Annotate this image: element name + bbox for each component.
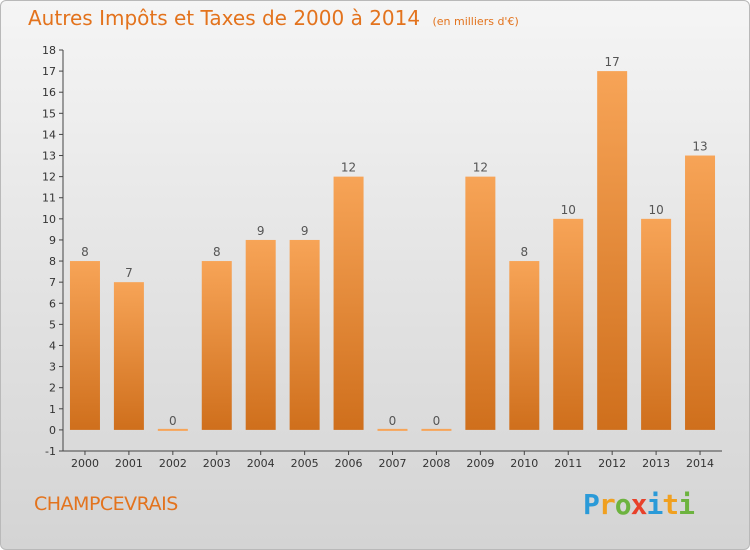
x-tick-label: 2008 bbox=[422, 457, 450, 470]
y-tick-label: -1 bbox=[45, 445, 56, 458]
y-tick-label: 3 bbox=[49, 361, 56, 374]
x-tick-label: 2009 bbox=[466, 457, 494, 470]
commune-name: CHAMPCEVRAIS bbox=[34, 493, 178, 515]
chart-title: Autres Impôts et Taxes de 2000 à 2014 (e… bbox=[28, 6, 519, 30]
y-tick-label: 2 bbox=[49, 382, 56, 395]
x-tick-label: 2006 bbox=[335, 457, 363, 470]
bar-2003 bbox=[201, 261, 232, 430]
logo-letter: x bbox=[630, 488, 648, 521]
data-label: 8 bbox=[520, 245, 528, 259]
y-tick-label: 13 bbox=[42, 150, 56, 163]
bar-2001 bbox=[113, 282, 144, 430]
x-tick-label: 2002 bbox=[159, 457, 187, 470]
y-tick-label: 18 bbox=[42, 44, 56, 57]
data-label: 0 bbox=[433, 414, 441, 428]
y-tick-label: 17 bbox=[42, 65, 56, 78]
data-label: 8 bbox=[213, 245, 221, 259]
bar-2006 bbox=[333, 176, 364, 430]
logo-letter: i bbox=[678, 488, 695, 521]
chart-title-main: Autres Impôts et Taxes de 2000 à 2014 bbox=[28, 6, 421, 30]
y-tick-label: 11 bbox=[42, 192, 56, 205]
data-label: 12 bbox=[473, 161, 488, 175]
y-tick-label: 9 bbox=[49, 234, 56, 247]
data-label: 17 bbox=[605, 55, 620, 69]
x-tick-label: 2012 bbox=[598, 457, 626, 470]
bar-2012 bbox=[597, 71, 628, 430]
bar-2005 bbox=[289, 239, 320, 430]
x-tick-label: 2003 bbox=[203, 457, 231, 470]
logo-letter: t bbox=[662, 488, 679, 521]
y-tick-label: 1 bbox=[49, 403, 56, 416]
logo-letter: i bbox=[646, 488, 663, 521]
y-tick-label: 5 bbox=[49, 318, 56, 331]
data-label: 13 bbox=[692, 140, 707, 154]
x-tick-label: 2011 bbox=[554, 457, 582, 470]
data-label: 0 bbox=[169, 414, 177, 428]
logo-letter: o bbox=[614, 488, 632, 521]
x-tick-label: 2014 bbox=[686, 457, 714, 470]
logo-letter: P bbox=[583, 488, 600, 521]
y-tick-label: 10 bbox=[42, 213, 56, 226]
data-label: 12 bbox=[341, 161, 356, 175]
data-label: 10 bbox=[648, 203, 663, 217]
chart-title-unit: (en milliers d'€) bbox=[432, 15, 519, 28]
data-label: 0 bbox=[389, 414, 397, 428]
bar-2000 bbox=[69, 261, 100, 430]
bar-2004 bbox=[245, 239, 276, 430]
bar-2009 bbox=[465, 176, 496, 430]
bar-2011 bbox=[553, 218, 584, 430]
x-tick-label: 2013 bbox=[642, 457, 670, 470]
y-tick-label: 4 bbox=[49, 339, 56, 352]
data-label: 9 bbox=[257, 224, 265, 238]
bar-2010 bbox=[509, 261, 540, 430]
x-tick-label: 2010 bbox=[510, 457, 538, 470]
data-label: 10 bbox=[561, 203, 576, 217]
y-tick-label: 14 bbox=[42, 128, 56, 141]
x-tick-label: 2001 bbox=[115, 457, 143, 470]
bar-2014 bbox=[685, 155, 716, 430]
y-tick-label: 8 bbox=[49, 255, 56, 268]
x-tick-label: 2005 bbox=[291, 457, 319, 470]
y-tick-label: 12 bbox=[42, 171, 56, 184]
y-tick-label: 6 bbox=[49, 297, 56, 310]
logo-letter: r bbox=[598, 488, 616, 521]
x-tick-label: 2000 bbox=[71, 457, 99, 470]
x-tick-label: 2007 bbox=[379, 457, 407, 470]
data-label: 9 bbox=[301, 224, 309, 238]
y-tick-label: 0 bbox=[49, 424, 56, 437]
y-tick-label: 16 bbox=[42, 86, 56, 99]
y-tick-label: 7 bbox=[49, 276, 56, 289]
data-label: 8 bbox=[81, 245, 89, 259]
y-tick-label: 15 bbox=[42, 107, 56, 120]
data-label: 7 bbox=[125, 266, 133, 280]
proxiti-logo[interactable]: Proxiti bbox=[583, 488, 695, 521]
bar-2013 bbox=[641, 218, 672, 430]
x-tick-label: 2004 bbox=[247, 457, 275, 470]
